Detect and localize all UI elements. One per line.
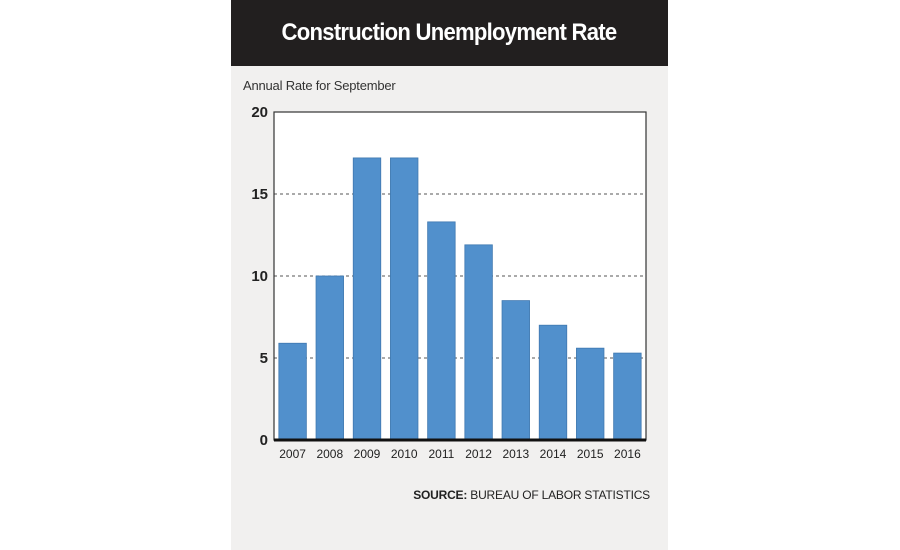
chart-card: Construction Unemployment Rate Annual Ra… [231, 0, 668, 550]
bar-2015 [576, 347, 605, 441]
title-bar: Construction Unemployment Rate [231, 0, 668, 66]
x-tick-label: 2014 [540, 447, 567, 461]
x-tick-label: 2012 [465, 447, 492, 461]
source-text: BUREAU OF LABOR STATISTICS [467, 488, 650, 502]
bar-2010 [390, 157, 419, 441]
x-tick-label: 2009 [354, 447, 381, 461]
x-tick-label: 2010 [391, 447, 418, 461]
y-tick-label: 0 [260, 432, 268, 449]
y-tick-label: 15 [251, 186, 268, 203]
y-tick-label: 20 [251, 104, 268, 121]
chart-title: Construction Unemployment Rate [282, 19, 618, 46]
bar-2011 [427, 221, 456, 441]
x-tick-label: 2007 [279, 447, 306, 461]
bar-2007 [278, 342, 307, 441]
x-tick-label: 2008 [316, 447, 343, 461]
bar-2012 [464, 244, 493, 441]
x-tick-label: 2011 [428, 447, 454, 461]
bar-2016 [613, 352, 642, 441]
x-tick-label: 2016 [614, 447, 641, 461]
source-note: SOURCE: BUREAU OF LABOR STATISTICS [413, 488, 650, 502]
chart-subtitle: Annual Rate for September [243, 78, 396, 93]
bar-2008 [315, 275, 344, 441]
x-tick-label: 2013 [502, 447, 529, 461]
bar-2014 [538, 324, 568, 441]
bar-2013 [501, 300, 530, 441]
y-tick-label: 5 [260, 350, 268, 367]
source-label: SOURCE: [413, 488, 468, 502]
bar-2009 [352, 157, 382, 441]
y-tick-label: 10 [251, 268, 268, 285]
x-tick-label: 2015 [577, 447, 604, 461]
bar-chart: 0 5 10 15 20 2007 2008 2009 2010 2011 2012 2013 2014… [251, 104, 647, 461]
